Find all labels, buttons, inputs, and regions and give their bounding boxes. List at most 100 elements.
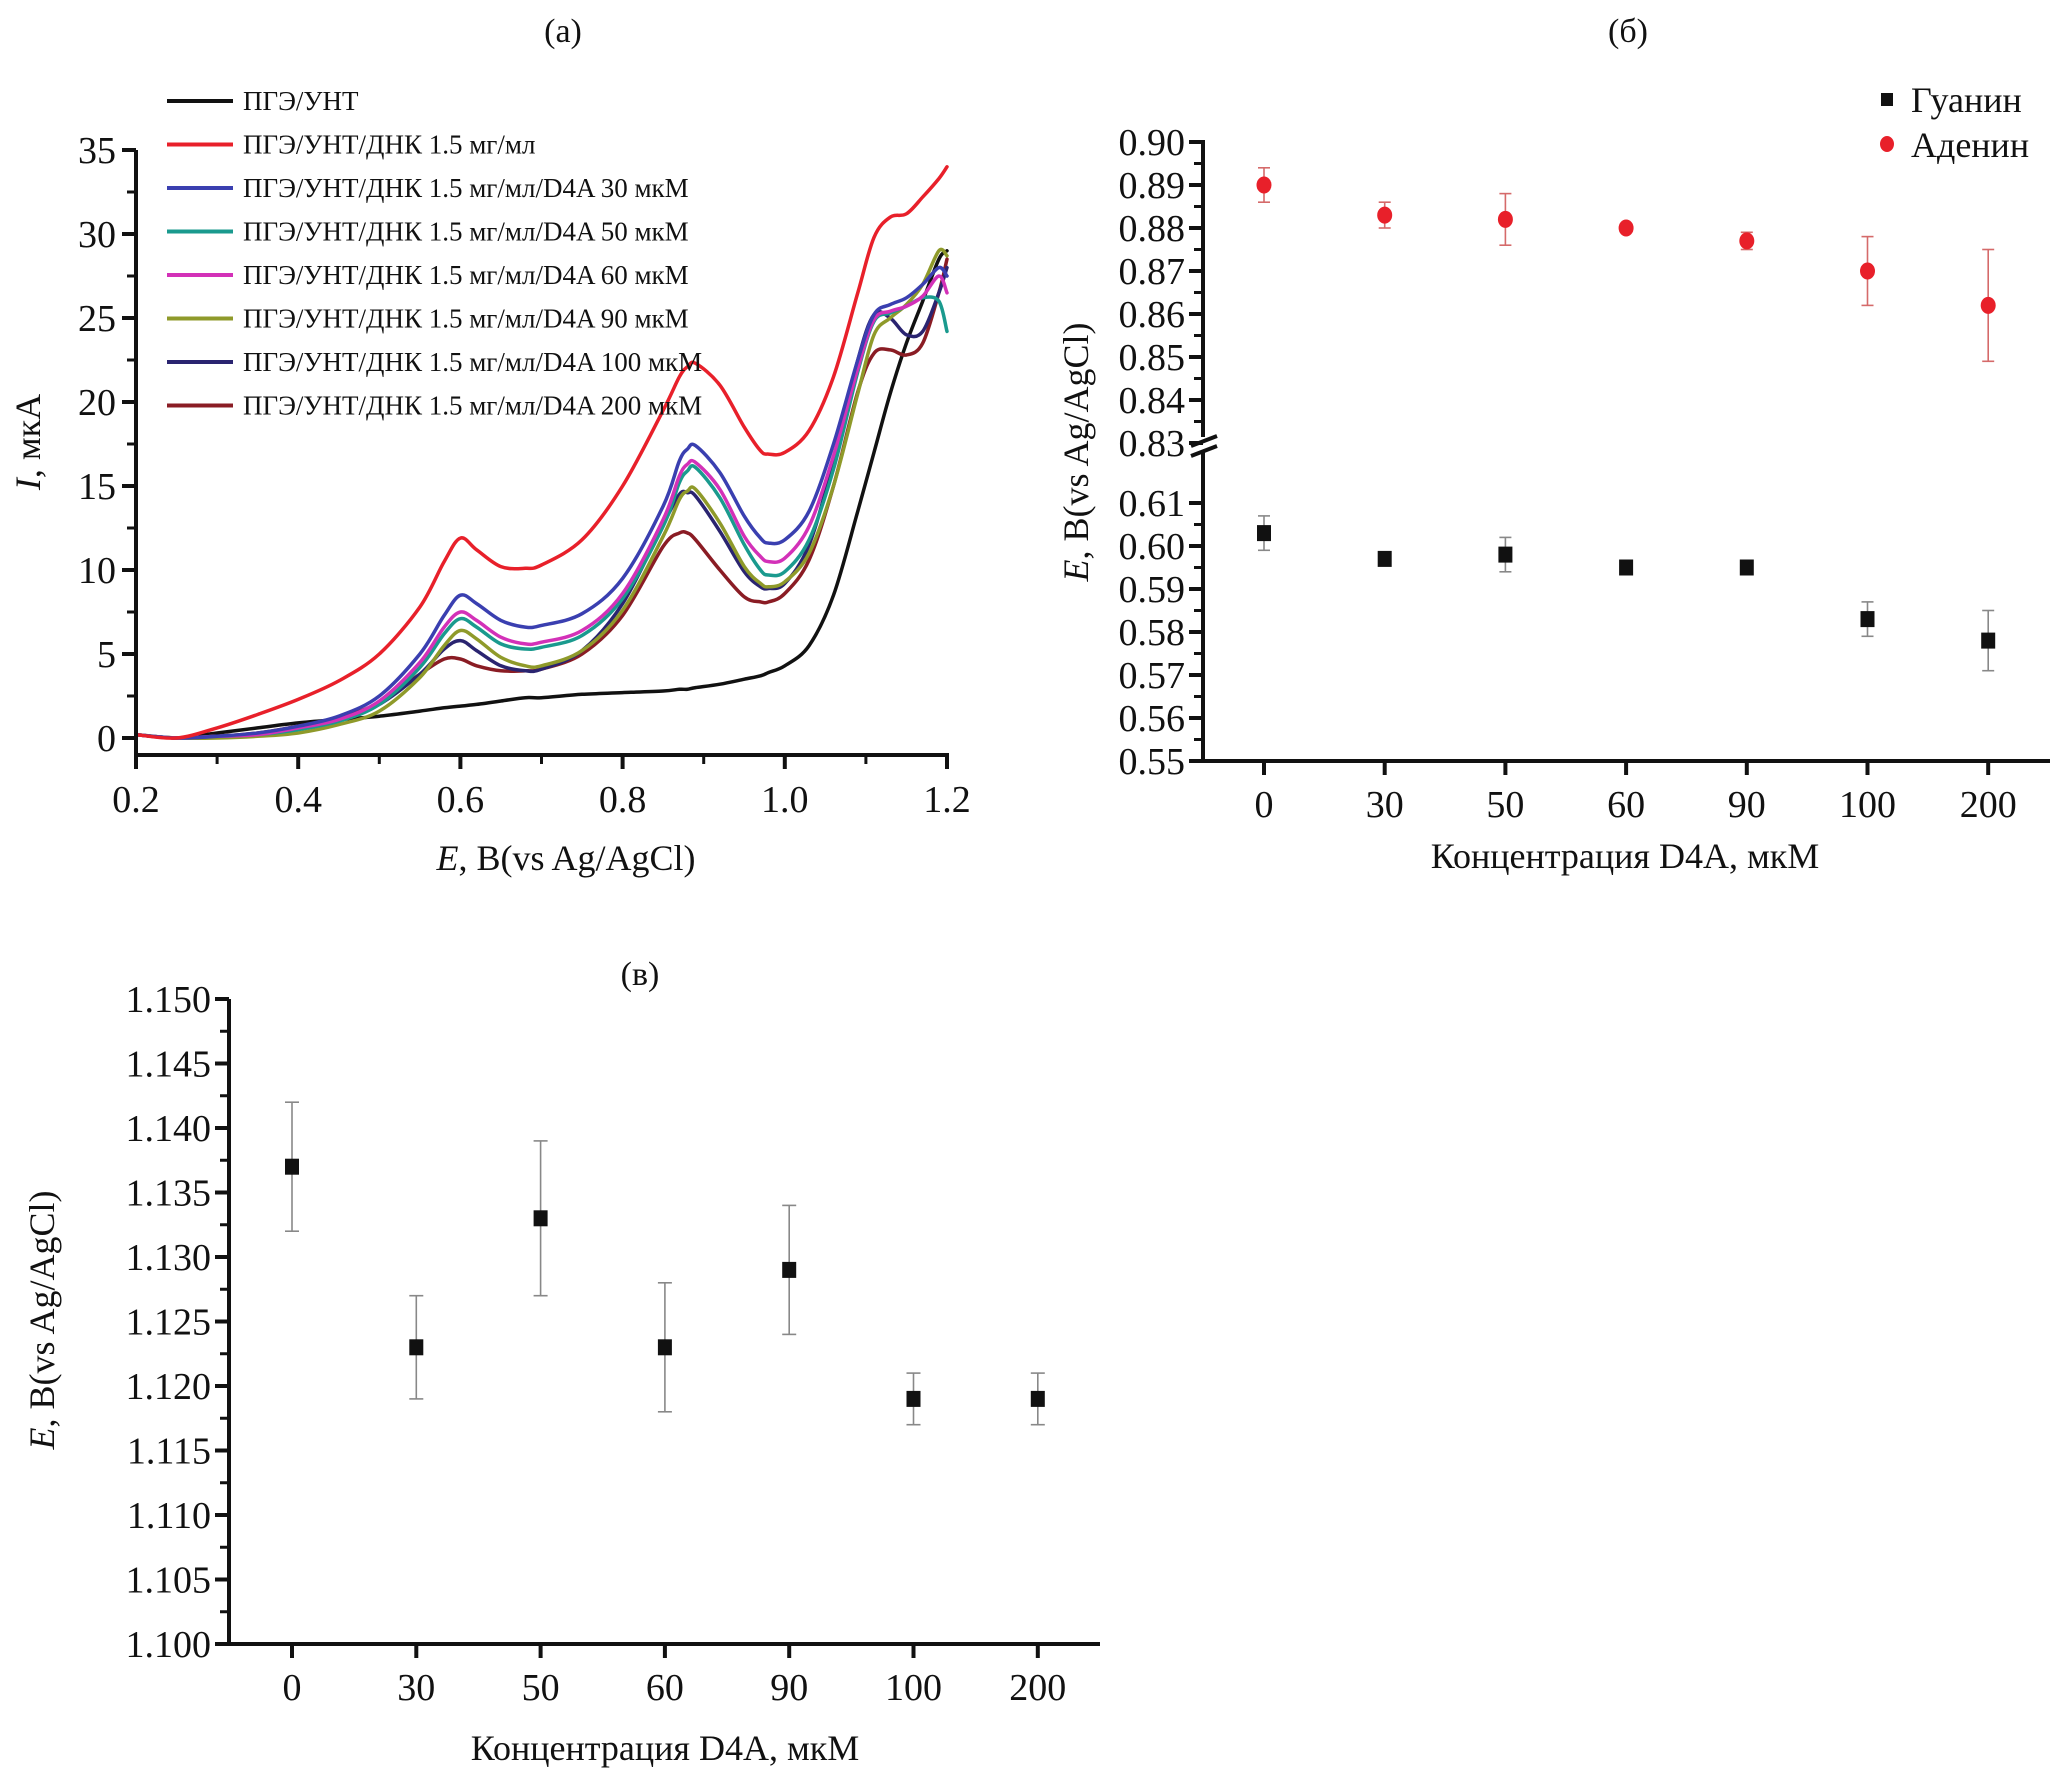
panel-b-point-adenine: [1497, 210, 1513, 228]
panel-b-x-tick-label: 50: [1486, 784, 1524, 826]
panel-b-point-adenine: [1377, 206, 1393, 224]
panel-c-x-axis-title: Концентрация D4A, мкМ: [471, 1728, 860, 1768]
panel-a-legend: ПГЭ/УНТ ПГЭ/УНТ/ДНК 1.5 мг/мл ПГЭ/УНТ/ДНК …: [167, 86, 702, 421]
panel-a-legend-label-6: ПГЭ/УНТ/ДНК 1.5 мг/мл/D4A 100 мкМ: [243, 347, 702, 377]
panel-b-y-tick-label: 0.59: [1119, 569, 1186, 611]
panel-a-y-axis-title: I, мкА: [8, 394, 48, 491]
panel-a-x-axis-title-var: E: [435, 838, 458, 878]
panel-a-series-line-1: [134, 165, 949, 740]
panel-a-y-tick-label: 30: [78, 214, 116, 256]
panel-c-x-tick-label: 60: [646, 1667, 684, 1709]
panel-b-y-tick-label: 0.58: [1119, 612, 1186, 654]
panel-c-y-tick-label: 1.150: [126, 979, 212, 1021]
panel-c-point: [657, 1339, 672, 1356]
panel-c-points: [285, 1101, 1045, 1426]
panel-b-point-guanine: [1257, 525, 1271, 542]
panel-b-y-tick-label: 0.57: [1119, 655, 1186, 697]
panel-b-y-tick-label: 0.61: [1119, 483, 1186, 525]
panel-c-x-tick-label: 200: [1009, 1667, 1066, 1709]
panel-c-label: (в): [621, 956, 660, 993]
panel-b-y-tick-label: 0.90: [1119, 122, 1186, 164]
panel-a-legend-label-3: ПГЭ/УНТ/ДНК 1.5 мг/мл/D4A 50 мкМ: [243, 217, 689, 247]
panel-a-series-line-5: [134, 247, 949, 741]
panel-c-point: [409, 1339, 424, 1356]
panel-a-series-line-2: [134, 265, 949, 740]
panel-b-y-tick-label: 0.83: [1119, 423, 1186, 465]
panel-b-legend-marker-0: [1881, 93, 1893, 106]
panel-a-x-tick-label: 1.2: [923, 779, 971, 821]
panel-b-point-guanine: [1377, 550, 1392, 567]
panel-a-y-tick-label: 15: [78, 466, 116, 508]
panel-b-point-adenine: [1860, 262, 1875, 280]
panel-a-curves: [134, 165, 949, 741]
panel-b-x-tick-label: 100: [1839, 784, 1896, 826]
panel-a-y-tick-label: 5: [97, 634, 116, 676]
panel-a-x-tick-label: 0.6: [437, 779, 485, 821]
panel-a-legend-label-0: ПГЭ/УНТ: [243, 86, 359, 116]
panel-a-x-tick-label: 0.2: [112, 779, 160, 821]
panel-b-legend: Гуанин Аденин: [1880, 80, 2029, 165]
panel-b-y-tick-label: 0.55: [1119, 741, 1186, 783]
panel-c-x-tick-label: 0: [283, 1667, 302, 1709]
panel-c-y-tick-label: 1.115: [127, 1431, 211, 1473]
panel-c-x-tick-label: 50: [522, 1667, 560, 1709]
panel-a-y-tick-label: 35: [78, 130, 116, 172]
panel-b-x-axis-title: Концентрация D4A, мкМ: [1431, 836, 1820, 876]
panel-b-point-guanine: [1860, 611, 1875, 628]
panel-c-y-tick-label: 1.105: [126, 1560, 212, 1602]
panel-a-y-tick-label: 25: [78, 298, 116, 340]
panel-b-x-tick-label: 200: [1960, 784, 2017, 826]
panel-b-points: [1256, 167, 1996, 672]
panel-b-y-axis-title-var: E: [1056, 560, 1096, 583]
panel-c-y-tick-label: 1.135: [126, 1173, 212, 1215]
panel-a-legend-label-2: ПГЭ/УНТ/ДНК 1.5 мг/мл/D4A 30 мкМ: [243, 173, 689, 203]
panel-c-y-axis-title-rest: , В(vs Ag/AgCl): [22, 1190, 62, 1427]
panel-b-axes: 0.550.560.570.580.590.600.61 0.830.840.85…: [1119, 122, 2050, 826]
panel-c-point: [782, 1261, 797, 1278]
panel-c-y-tick-label: 1.140: [126, 1108, 212, 1150]
panel-b-y-axis-title-rest: , В(vs Ag/AgCl): [1056, 322, 1096, 559]
panel-a-y-axis-title-rest: , мкА: [8, 394, 48, 478]
panel-c-point: [285, 1158, 299, 1175]
panel-a-series-line-4: [134, 274, 949, 740]
panel-c-y-axis-title: E, В(vs Ag/AgCl): [22, 1190, 62, 1450]
panel-a-legend-label-1: ПГЭ/УНТ/ДНК 1.5 мг/мл: [243, 130, 535, 160]
panel-c-point: [533, 1210, 548, 1227]
panel-b-y-tick-label: 0.86: [1119, 294, 1186, 336]
panel-b-legend-label-1: Аденин: [1911, 125, 2029, 165]
panel-a-x-tick-label: 1.0: [761, 779, 809, 821]
panel-b-y-tick-label: 0.84: [1119, 380, 1186, 422]
panel-b-y-tick-label: 0.56: [1119, 698, 1186, 740]
panel-b-point-guanine: [1619, 559, 1634, 576]
panel-b-y-tick-label: 0.60: [1119, 526, 1186, 568]
panel-b-peak-potential-chart: (б) 0.550.560.570.580.590.600.61 0.830.84…: [1056, 13, 2050, 876]
panel-b-x-tick-label: 30: [1366, 784, 1404, 826]
panel-c-y-tick-label: 1.120: [126, 1366, 212, 1408]
panel-a-axes: 0.2 0.4 0.6 0.8 1.0 1.2 0 5 10 15 20 25 30 35: [78, 130, 971, 821]
panel-b-point-adenine: [1980, 296, 1996, 314]
panel-a-x-axis-title: E, В(vs Ag/AgCl): [435, 838, 695, 878]
panel-a-x-tick-label: 0.4: [274, 779, 322, 821]
panel-a-y-axis-title-var: I: [8, 476, 48, 491]
panel-b-y-tick-label: 0.88: [1119, 208, 1186, 250]
panel-b-legend-label-0: Гуанин: [1911, 80, 2022, 120]
panel-c-y-tick-label: 1.100: [126, 1624, 212, 1666]
panel-b-y-tick-label: 0.89: [1119, 165, 1186, 207]
panel-b-point-adenine: [1618, 219, 1634, 237]
panel-c-y-tick-label: 1.110: [127, 1495, 211, 1537]
panel-c-x-tick-label: 100: [885, 1667, 942, 1709]
panel-a-label: (a): [544, 13, 582, 50]
panel-b-x-tick-label: 0: [1255, 784, 1274, 826]
panel-b-x-tick-label: 60: [1607, 784, 1645, 826]
panel-a-cv-chart: (a) 0.2 0.4 0.6 0.8 1.0 1.2 0 5 10 15 20 25 30 35 ПГЭ…: [8, 13, 971, 878]
panel-a-x-axis-title-rest: , В(vs Ag/AgCl): [458, 838, 695, 878]
panel-b-axis-break-mark: [1190, 444, 1218, 458]
panel-b-y-axis-title: E, В(vs Ag/AgCl): [1056, 322, 1096, 582]
panel-a-legend-label-7: ПГЭ/УНТ/ДНК 1.5 мг/мл/D4A 200 мкМ: [243, 391, 702, 421]
panel-b-point-guanine: [1498, 546, 1513, 563]
panel-b-x-tick-label: 90: [1728, 784, 1766, 826]
panel-c-y-tick-label: 1.125: [126, 1302, 212, 1344]
panel-c-peak-potential-chart: (в) 1.1001.1051.1101.1151.1201.1251.1301…: [22, 956, 1100, 1768]
panel-a-y-tick-label: 0: [97, 718, 116, 760]
panel-b-y-tick-label: 0.85: [1119, 337, 1186, 379]
